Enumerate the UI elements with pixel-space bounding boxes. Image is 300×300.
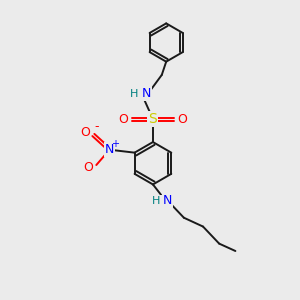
Text: O: O — [118, 112, 128, 126]
Text: H: H — [152, 196, 161, 206]
Text: N: N — [163, 194, 172, 207]
Text: N: N — [105, 143, 114, 156]
Text: +: + — [111, 139, 119, 149]
Text: O: O — [83, 161, 93, 175]
Text: S: S — [148, 112, 157, 126]
Text: -: - — [94, 120, 99, 133]
Text: O: O — [80, 125, 90, 139]
Text: O: O — [178, 112, 187, 126]
Text: N: N — [142, 87, 151, 100]
Text: H: H — [130, 89, 138, 99]
